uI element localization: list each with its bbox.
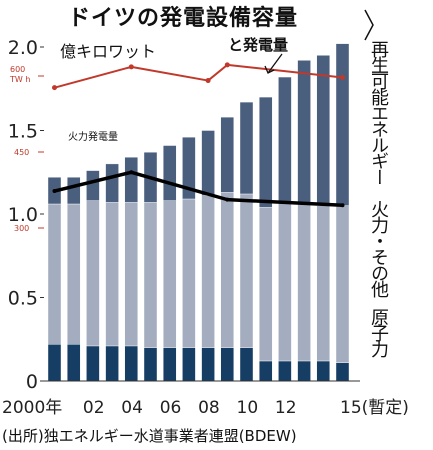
bar-segment — [143, 347, 158, 382]
thermal-line-point — [225, 197, 230, 202]
source-note: (出所)独エネルギー水道事業者連盟(BDEW) — [2, 427, 297, 445]
bar-segment — [143, 202, 158, 348]
bar-segment — [259, 360, 273, 382]
thermal-line — [54, 170, 343, 207]
legend-renewable: 再生可能エネルギー — [368, 40, 389, 184]
thermal-line-point — [52, 189, 57, 194]
x-tick-label: 15(暫定) — [340, 398, 409, 418]
twh-tick-label: 300 — [14, 224, 29, 233]
bar-segment — [124, 202, 139, 347]
bar-segment — [316, 205, 330, 362]
bar-segment — [182, 198, 196, 348]
bar-segment — [86, 200, 100, 347]
subtitle-arrow — [267, 53, 283, 74]
bar-segment — [239, 193, 254, 348]
twh-tick-600: 600 — [10, 65, 26, 74]
bar-segment — [316, 55, 330, 206]
x-tick-label: 06 — [160, 398, 182, 418]
x-tick-label: 10 — [237, 398, 259, 418]
bar-segment — [66, 344, 81, 382]
twh-axis-label: 600 TW h — [10, 65, 30, 85]
thermal-line-point — [129, 170, 134, 175]
bar-segment — [105, 202, 119, 347]
y-tick-label: 1.5 — [8, 121, 38, 143]
bar-segment — [86, 345, 100, 382]
bar-segment — [47, 203, 62, 345]
bar-segment — [201, 130, 215, 196]
legend-nuclear: 原子力 — [368, 308, 389, 356]
bar-segment — [220, 347, 235, 382]
bar-segment — [201, 347, 215, 382]
generation-line-point — [340, 75, 345, 81]
x-tick-label: 04 — [121, 398, 143, 418]
y-tick-label: 2.0 — [8, 37, 38, 59]
bar-segment — [239, 347, 254, 382]
unit-label: 億キロワット — [60, 42, 157, 61]
bar-segment — [335, 43, 350, 206]
generation-line-point — [224, 62, 230, 68]
bar-segment — [47, 344, 62, 382]
bar-segment — [86, 170, 100, 201]
bar-segment — [220, 116, 235, 193]
bar-segment — [182, 136, 196, 200]
generation-line-point — [128, 64, 134, 70]
twh-unit: TW h — [10, 75, 31, 84]
bar-segment — [239, 101, 254, 195]
chart-title: ドイツの発電設備容量 — [68, 6, 299, 31]
bar-segment — [316, 360, 330, 382]
bar-segment — [66, 177, 81, 205]
bar-segment — [278, 360, 292, 382]
bar-segment — [124, 157, 139, 203]
bar-segment — [124, 345, 139, 382]
y-tick-label: 1.0 — [8, 204, 38, 226]
bar-segment — [66, 203, 81, 345]
bar-segment — [162, 145, 177, 201]
bar-segment — [259, 96, 273, 208]
generation-line-point — [205, 78, 211, 84]
thermal-line-point — [340, 203, 345, 208]
bar-segment — [278, 76, 292, 203]
bar-segment — [105, 345, 119, 382]
bar-segment — [162, 347, 177, 382]
chart-subtitle: と発電量 — [228, 36, 289, 54]
twh-tick-label: 450 — [14, 148, 29, 157]
bar-segment — [105, 163, 119, 203]
thermal-line-label: 火力発電量 — [68, 132, 118, 143]
x-tick-label: 02 — [83, 398, 105, 418]
x-tick-label: 12 — [275, 398, 297, 418]
y-tick-label: 0 — [26, 371, 38, 393]
bar-segment — [220, 192, 235, 348]
bar-segment — [162, 200, 177, 348]
x-tick-label: 08 — [198, 398, 220, 418]
legend-thermal: 火力・その他 — [368, 200, 389, 296]
bar-segment — [259, 207, 273, 362]
bar-segment — [297, 60, 311, 205]
bar-segment — [201, 195, 215, 348]
bar-segment — [297, 203, 311, 362]
bar-segment — [182, 347, 196, 382]
bar-segment — [278, 202, 292, 362]
subtitle-arrow-head — [264, 65, 275, 74]
bar-segment — [297, 360, 311, 382]
bar-segment — [335, 362, 350, 382]
y-tick-label: 0.5 — [8, 288, 38, 310]
bar-segment — [335, 205, 350, 363]
x-tick-label: 2000年 — [2, 398, 62, 418]
title-bracket — [364, 9, 374, 41]
generation-line-point — [52, 85, 57, 91]
